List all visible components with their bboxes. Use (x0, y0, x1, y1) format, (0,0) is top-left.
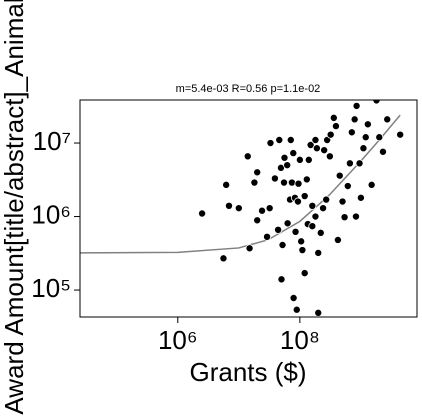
scatter-point (320, 146, 329, 155)
y-tick-label: 10⁷ (33, 126, 71, 156)
scatter-point (286, 135, 295, 144)
y-tick-label: 10⁵ (31, 273, 71, 303)
scatter-point (311, 212, 320, 221)
scatter-point (283, 161, 292, 170)
scatter-point (198, 209, 207, 218)
scatter-point (319, 204, 328, 213)
scatter-point (312, 144, 321, 153)
x-axis-label: Grants ($) (189, 357, 306, 387)
scatter-point (308, 222, 317, 231)
scatter-point (363, 120, 372, 129)
scatter-point (314, 308, 323, 317)
scatter-point (350, 115, 359, 124)
scatter-point (283, 219, 292, 228)
scatter-point (245, 244, 254, 253)
scatter-point (331, 122, 340, 131)
y-tick-label: 10⁶ (31, 199, 71, 229)
scatter-point (351, 212, 360, 221)
scatter-point (352, 101, 361, 110)
x-tick-label: 10⁸ (280, 325, 320, 355)
scatter-point (222, 180, 231, 189)
scatter-point (333, 235, 342, 244)
scatter-point (304, 155, 313, 164)
scatter-point (294, 179, 303, 188)
scatter-point (300, 192, 309, 201)
scatter-point (329, 113, 338, 122)
scatter-point (263, 232, 272, 241)
scatter-point (253, 168, 262, 177)
plot-area (80, 100, 405, 317)
chart-title: m=5.4e-03 R=0.56 p=1.1e-02 (176, 83, 321, 95)
scatter-point (280, 178, 289, 187)
scatter-point (314, 248, 323, 257)
scatter-point (316, 228, 325, 237)
scatter-point (289, 293, 298, 302)
scatter-point (302, 175, 311, 184)
scatter-point (340, 213, 349, 222)
scatter-point (300, 269, 309, 278)
scatter-point (308, 201, 317, 210)
scatter-point (355, 159, 364, 168)
scatter-point (265, 204, 274, 213)
scatter-point (270, 174, 279, 183)
scatter-point (367, 180, 376, 189)
x-tick-label: 10⁶ (158, 325, 198, 355)
scatter-point (275, 135, 284, 144)
scatter-point (253, 216, 262, 225)
scatter-point (359, 144, 368, 153)
scatter-point (250, 178, 259, 187)
fit-line (80, 114, 401, 254)
scatter-point (375, 133, 384, 142)
scatter-point (243, 152, 252, 161)
scatter-point (297, 237, 306, 246)
scatter-point (383, 115, 392, 124)
scatter-point (280, 153, 289, 162)
scatter-point (325, 152, 334, 161)
scatter-point (295, 155, 304, 164)
scatter-point (343, 182, 352, 191)
scatter-point (306, 141, 315, 150)
scatter-point (274, 225, 283, 234)
scatter-point (277, 275, 286, 284)
scatter-point (291, 227, 300, 236)
scatter-point (322, 195, 331, 204)
scatter-point (266, 139, 275, 148)
y-axis-label: Award Amount[title/abstract]_Animal (0, 0, 29, 415)
scatter-point (258, 206, 267, 215)
plot-frame (79, 99, 418, 318)
scatter-point (219, 254, 228, 263)
scatter-point (298, 246, 307, 255)
scatter-point (356, 193, 365, 202)
scatter-point (287, 178, 296, 187)
scatter-point (311, 135, 320, 144)
scatter-point (278, 241, 287, 250)
scatter-point (361, 133, 370, 142)
scatter-point (234, 204, 243, 213)
scatter-point (345, 159, 354, 168)
scatter-point (335, 171, 344, 180)
scatter-point (378, 147, 387, 156)
scatter-point (289, 149, 298, 158)
scatter-point (338, 197, 347, 206)
scatter-point (224, 201, 233, 210)
scatter-point (347, 128, 356, 137)
scatter-point (292, 305, 301, 314)
scatter-point (293, 197, 302, 206)
scatter-point (396, 130, 405, 139)
scatter-point (326, 130, 335, 139)
